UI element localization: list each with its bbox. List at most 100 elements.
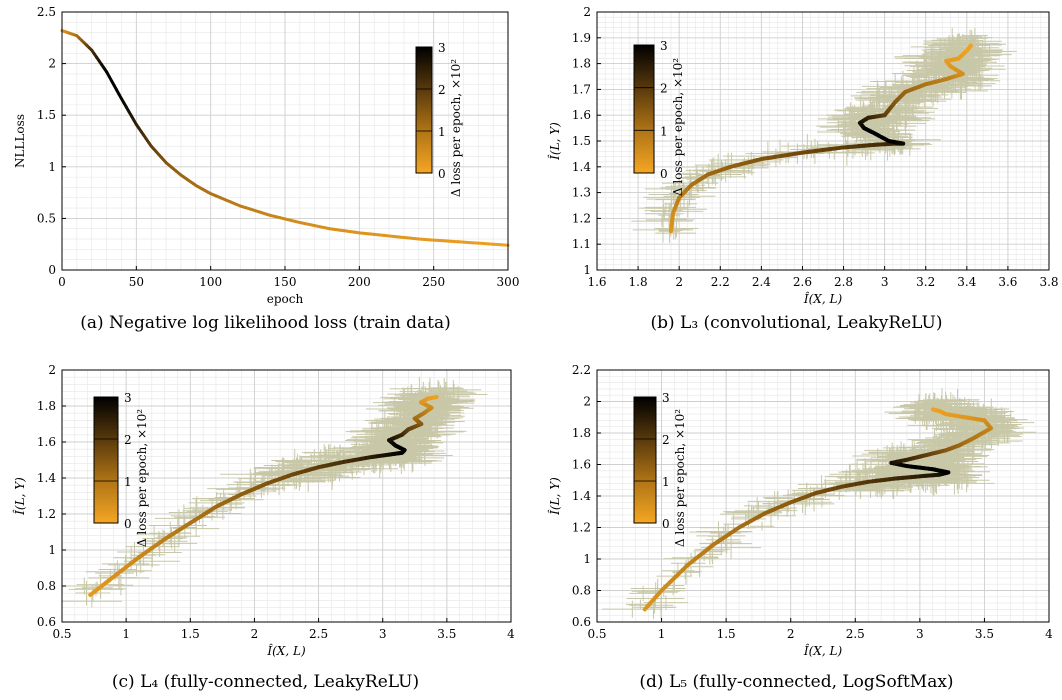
x-tick-label: 1 (122, 627, 130, 641)
colorbar-tick-label: 3 (124, 391, 132, 405)
x-tick-label: 2.6 (793, 275, 812, 289)
y-tick-label: 2 (583, 395, 591, 409)
caption-d: (d) L₅ (fully-connected, LogSoftMax) (639, 672, 954, 692)
colorbar-tick-label: 1 (438, 125, 446, 139)
colorbar-tick-label: 3 (662, 391, 670, 405)
x-axis-label-b: Î(X, L) (803, 291, 843, 306)
x-tick-label: 3.4 (957, 275, 976, 289)
y-tick-label: 2 (583, 5, 591, 19)
colorbar-c: 0 1 2 3Δ loss per epoch, ×10² (93, 391, 149, 547)
y-tick-label: 1.8 (37, 399, 56, 413)
x-tick-label: 1.6 (587, 275, 606, 289)
colorbar-tick-label: 2 (124, 433, 132, 447)
colorbar-label: Δ loss per epoch, ×10² (673, 409, 687, 547)
ticks-c: 0.5 1 1.5 2 2.5 3 3.5 4 0.6 0.8 1 1.2 1.4 1.6 1.8 2 (37, 363, 515, 641)
y-tick-label: 0 (48, 263, 56, 277)
x-tick-label: 100 (199, 275, 222, 289)
axis-frame-c (61, 369, 512, 623)
colorbar-tick-label: 1 (660, 124, 668, 138)
x-tick-label: 3 (881, 275, 889, 289)
x-tick-label: 3.6 (998, 275, 1017, 289)
y-axis-label-c: Î(L, Y) (12, 477, 27, 516)
caption-a: (a) Negative log likelihood loss (train … (80, 313, 451, 333)
y-tick-label: 1.2 (572, 521, 591, 535)
x-tick-label: 2.5 (846, 627, 865, 641)
y-tick-label: 1.9 (572, 31, 591, 45)
y-tick-label: 1.4 (37, 471, 56, 485)
colorbar-tick-label: 2 (662, 433, 670, 447)
x-tick-label: 4 (507, 627, 515, 641)
y-tick-label: 1.1 (572, 237, 591, 251)
y-tick-label: 1.8 (572, 57, 591, 71)
x-tick-label: 3.8 (1039, 275, 1058, 289)
y-tick-label: 0.5 (37, 211, 56, 225)
series-curve-d (642, 407, 993, 612)
colorbar-a: 0 1 2 3Δ loss per epoch, ×10² (415, 41, 463, 197)
colorbar-tick-label: 0 (438, 167, 446, 181)
colorbar-tick-label: 0 (660, 167, 668, 181)
colorbar-tick-label: 3 (438, 41, 446, 55)
series-curve-c (88, 395, 439, 597)
colorbar-label: Δ loss per epoch, ×10² (671, 58, 685, 196)
x-tick-label: 1.5 (717, 627, 736, 641)
colorbar-gradient (415, 46, 433, 174)
x-axis-label-d: Î(X, L) (803, 643, 843, 658)
y-tick-label: 1.6 (572, 108, 591, 122)
x-tick-label: 300 (497, 275, 520, 289)
y-tick-label: 0.8 (572, 584, 591, 598)
series-curve-b (668, 43, 973, 234)
x-tick-label: 1 (658, 627, 666, 641)
y-tick-label: 1.6 (37, 435, 56, 449)
y-axis-label-a: NLLLoss (13, 114, 27, 168)
y-tick-label: 1.4 (572, 489, 591, 503)
caption-b: (b) L₃ (convolutional, LeakyReLU) (650, 313, 943, 333)
y-tick-label: 1.2 (572, 211, 591, 225)
curve-segment (968, 43, 973, 49)
y-tick-label: 1 (583, 263, 591, 277)
ticks-b: 1.6 1.8 2 2.2 2.4 2.6 2.8 3 3.2 3.4 3.6 3.8 1 1.1 1.2 1… (572, 5, 1059, 289)
x-tick-label: 2.2 (711, 275, 730, 289)
colorbar-tick-label: 1 (124, 475, 132, 489)
y-tick-label: 2.2 (572, 363, 591, 377)
y-tick-label: 1.5 (37, 108, 56, 122)
colorbar-label: Δ loss per epoch, ×10² (449, 59, 463, 197)
y-tick-label: 2 (48, 57, 56, 71)
x-tick-label: 3.5 (975, 627, 994, 641)
y-tick-label: 1 (583, 552, 591, 566)
y-tick-label: 0.8 (37, 579, 56, 593)
series-curve-a (60, 29, 510, 247)
x-tick-label: 0.5 (587, 627, 606, 641)
y-axis-label-d: Î(L, Y) (547, 477, 562, 516)
x-axis-label-c: Î(X, L) (266, 643, 306, 658)
x-axis-label-a: epoch (267, 292, 304, 306)
colorbar-gradient (633, 396, 657, 524)
colorbar-gradient (633, 44, 655, 174)
y-tick-label: 1 (48, 160, 56, 174)
colorbar-tick-label: 3 (660, 39, 668, 53)
colorbar-tick-label: 0 (662, 517, 670, 531)
x-tick-label: 0.5 (52, 627, 71, 641)
y-tick-label: 1.2 (37, 507, 56, 521)
x-tick-label: 3.2 (916, 275, 935, 289)
x-tick-label: 2.5 (309, 627, 328, 641)
y-tick-label: 1.7 (572, 82, 591, 96)
colorbar-gradient (93, 396, 119, 524)
y-tick-label: 2.5 (37, 5, 56, 19)
x-tick-label: 50 (129, 275, 144, 289)
x-tick-label: 2 (675, 275, 683, 289)
colorbar-tick-label: 1 (662, 475, 670, 489)
ticks-d: 0.5 1 1.5 2 2.5 3 3.5 4 0.6 0.8 1 1.2 1.4 1.6 1.8 2 2.2 (572, 363, 1053, 641)
y-tick-label: 1.4 (572, 160, 591, 174)
x-tick-label: 250 (422, 275, 445, 289)
colorbar-d: 0 1 2 3Δ loss per epoch, ×10² (633, 391, 687, 547)
x-tick-label: 150 (274, 275, 297, 289)
colorbar-b: 0 1 2 3Δ loss per epoch, ×10² (633, 39, 685, 196)
x-tick-label: 2 (251, 627, 259, 641)
x-tick-label: 2.8 (834, 275, 853, 289)
colorbar-label: Δ loss per epoch, ×10² (135, 409, 149, 547)
y-tick-label: 1.3 (572, 186, 591, 200)
x-tick-label: 3 (379, 627, 387, 641)
grid-a (61, 11, 509, 271)
colorbar-tick-label: 0 (124, 517, 132, 531)
